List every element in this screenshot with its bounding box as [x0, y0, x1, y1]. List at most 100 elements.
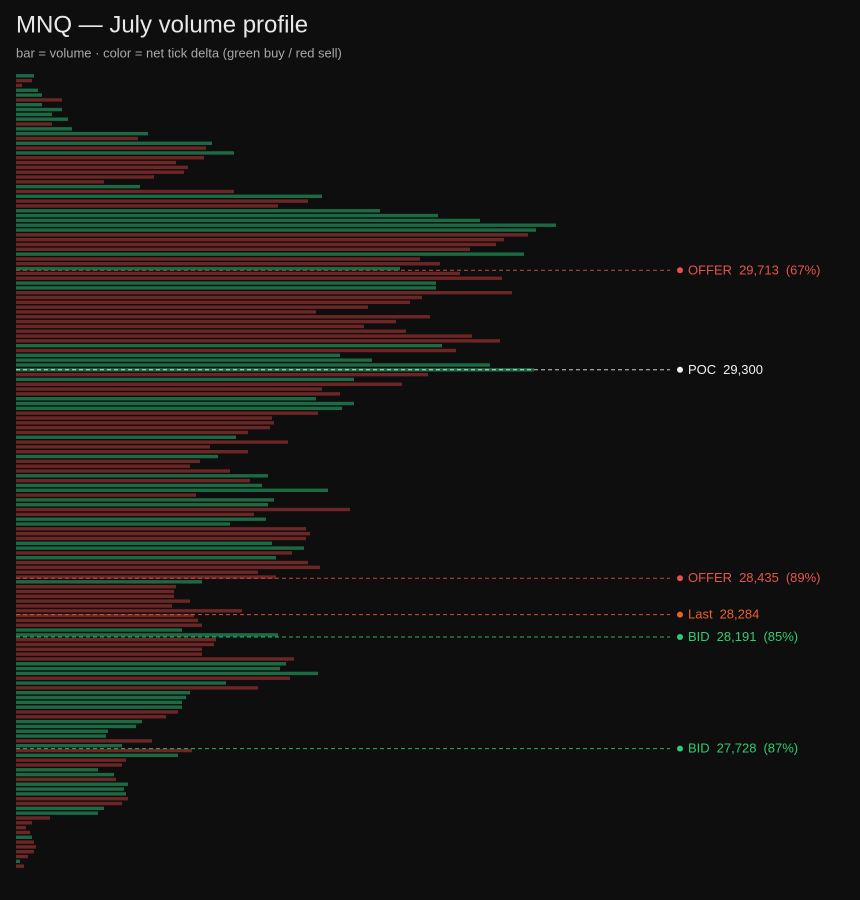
bar [16, 512, 254, 517]
bar [16, 469, 230, 473]
level-dot [677, 745, 683, 752]
bar [16, 618, 198, 623]
bar [16, 662, 286, 666]
level-label: Last 28,284 [688, 607, 759, 622]
bar [16, 382, 402, 386]
bar [16, 633, 278, 637]
bar [16, 165, 188, 170]
level-name: Last [688, 607, 713, 622]
bar [16, 556, 276, 560]
bar [16, 184, 140, 189]
level-dot [677, 267, 683, 274]
level-pct: (89%) [786, 571, 821, 586]
bar [16, 522, 230, 526]
bar [16, 401, 354, 406]
bar [16, 690, 190, 695]
bar [16, 127, 72, 131]
bar [16, 363, 490, 367]
bar [16, 237, 504, 242]
bar [16, 560, 308, 565]
bar [16, 199, 308, 203]
bar [16, 825, 26, 830]
bar [16, 348, 456, 353]
level-price: 29,300 [723, 362, 763, 377]
bar [16, 459, 200, 464]
bar [16, 772, 114, 777]
bar [16, 218, 480, 223]
level-label: BID 28,191 (85%) [688, 629, 798, 644]
level-name: BID [688, 741, 710, 756]
bar [16, 797, 128, 801]
level-label: OFFER 29,713 (67%) [688, 263, 821, 278]
bar [16, 454, 218, 459]
bar [16, 710, 178, 714]
bar [16, 483, 262, 488]
bar [16, 353, 340, 358]
bar [16, 430, 248, 435]
bar [16, 565, 320, 570]
bar [16, 83, 22, 88]
bar [16, 209, 380, 213]
level-dot [677, 634, 683, 641]
bar [16, 734, 106, 738]
bar [16, 676, 290, 680]
level-dot [677, 611, 683, 618]
bar [16, 93, 42, 97]
level-label: OFFER 28,435 (89%) [688, 571, 821, 586]
bar [16, 700, 182, 705]
bar [16, 315, 430, 319]
bar [16, 464, 190, 468]
bar [16, 88, 38, 92]
bar [16, 223, 556, 227]
bar [16, 194, 322, 199]
bar [16, 613, 194, 618]
bar [16, 343, 442, 348]
bar [16, 493, 196, 497]
bar [16, 609, 242, 613]
bar [16, 536, 306, 541]
bar [16, 271, 460, 276]
bar [16, 845, 36, 849]
bar [16, 406, 342, 411]
bar [16, 117, 68, 121]
bar [16, 107, 62, 112]
bar [16, 324, 364, 329]
level-price: 27,728 [717, 741, 757, 756]
bar [16, 801, 122, 806]
bar [16, 421, 274, 425]
level-price: 29,713 [739, 263, 779, 278]
bar [16, 488, 328, 492]
bar [16, 589, 174, 594]
bar [16, 175, 154, 179]
bar [16, 594, 174, 599]
bar [16, 787, 124, 791]
bar [16, 377, 354, 382]
bar [16, 474, 268, 478]
bar [16, 652, 202, 656]
bar [16, 305, 368, 309]
bar [16, 541, 272, 545]
bar [16, 425, 270, 430]
bar [16, 387, 322, 391]
bar [16, 478, 250, 483]
bar [16, 739, 152, 743]
bar [16, 628, 182, 632]
bar [16, 286, 436, 290]
bar [16, 551, 292, 555]
bar [16, 300, 410, 305]
bar [16, 141, 212, 145]
bar [16, 242, 496, 247]
bar [16, 189, 234, 194]
bar [16, 575, 276, 579]
bar [16, 637, 216, 642]
level-name: OFFER [688, 263, 732, 278]
bar [16, 310, 316, 314]
level-price: 28,435 [739, 571, 779, 586]
bar [16, 584, 176, 589]
level-name: BID [688, 629, 710, 644]
bar [16, 98, 62, 102]
level-name: OFFER [688, 571, 732, 586]
bar [16, 252, 524, 256]
